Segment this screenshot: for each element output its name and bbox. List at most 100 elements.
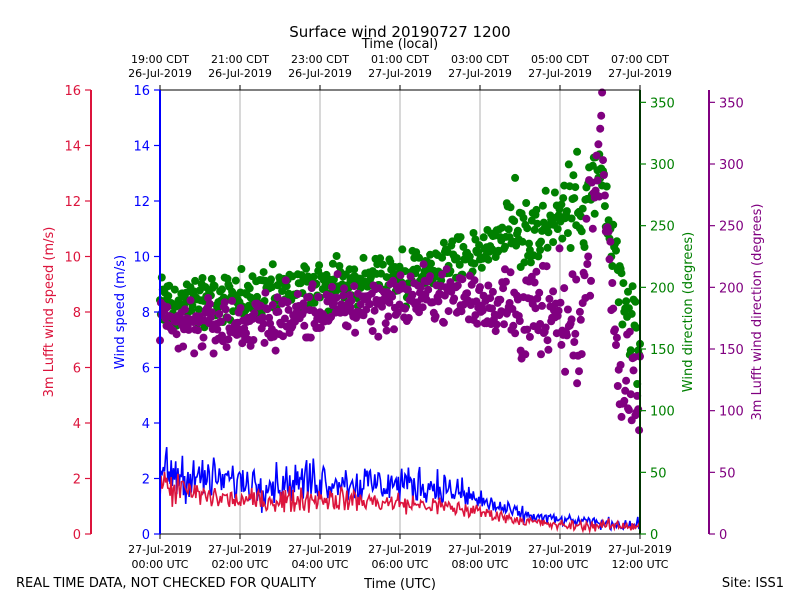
lufft-dir-point: [587, 276, 595, 285]
wind-dir-point: [544, 228, 553, 237]
lufft-dir-point: [365, 300, 374, 309]
lufft-dir-point: [258, 313, 267, 322]
lufft-dir-point: [332, 293, 341, 302]
lufft-dir-point: [381, 319, 390, 328]
lufft-dir-point: [223, 313, 232, 322]
lufft-dir-point: [408, 290, 417, 299]
wind-dir-point: [510, 217, 519, 225]
wind-dir-point: [557, 200, 566, 209]
site-label: Site: ISS1: [722, 576, 784, 591]
lufft-dir-point: [486, 294, 495, 303]
lufft-dir-point: [284, 305, 293, 314]
lufft-dir-tick-label: 350: [719, 96, 744, 111]
bottom-axis-label: Time (UTC): [363, 577, 436, 592]
lufft-dir-point: [453, 281, 462, 290]
wind-dir-point: [465, 252, 474, 261]
lufft-dir-point: [608, 279, 617, 287]
lufft-dir-tick-label: 300: [719, 158, 744, 173]
lufft-dir-point: [401, 304, 410, 313]
wind-dir-point: [519, 214, 528, 222]
wind-speed-tick-label: 16: [133, 84, 150, 99]
wind-dir-point: [612, 246, 620, 255]
lufft-dir-tick-label: 200: [719, 281, 744, 296]
lufft-dir-point: [611, 325, 619, 334]
lufft-speed-tick-label: 8: [73, 306, 81, 321]
wind-dir-point: [484, 255, 493, 264]
lufft-dir-point: [280, 314, 289, 323]
lufft-dir-point: [314, 293, 323, 301]
wind-dir-point: [459, 242, 468, 251]
lufft-dir-point: [213, 325, 222, 334]
wind-dir-point: [315, 261, 324, 270]
lufft-dir-point: [542, 262, 551, 271]
lufft-dir-point: [424, 285, 433, 294]
x-tick-label-top-date: 26-Jul-2019: [288, 67, 352, 80]
lufft-dir-point: [582, 214, 591, 223]
wind-dir-point: [398, 245, 407, 254]
lufft-dir-point: [190, 349, 199, 358]
lufft-dir-point: [625, 327, 634, 336]
lufft-dir-point: [308, 280, 317, 289]
lufft-dir-point: [299, 299, 308, 308]
lufft-dir-point: [390, 325, 398, 334]
wind-dir-point: [518, 237, 527, 246]
wind-dir-point: [469, 229, 478, 237]
wind-dir-point: [520, 258, 529, 267]
wind-dir-tick-label: 200: [650, 281, 675, 296]
lufft-dir-point: [501, 277, 510, 286]
x-tick-label-bottom-time: 04:00 UTC: [291, 558, 348, 571]
wind-dir-tick-label: 150: [650, 343, 675, 358]
wind-dir-point: [600, 202, 609, 211]
lufft-dir-point: [478, 306, 487, 315]
lufft-dir-point: [629, 366, 638, 375]
lufft-dir-point: [488, 304, 496, 313]
lufft-dir-point: [273, 293, 282, 302]
lufft-dir-point: [541, 323, 550, 332]
lufft-dir-point: [304, 293, 313, 302]
wind-dir-point: [506, 203, 515, 212]
wind-dir-point: [577, 227, 586, 236]
lufft-dir-point: [597, 111, 606, 120]
lufft-dir-point: [300, 321, 309, 330]
lufft-speed-tick-label: 2: [73, 473, 81, 488]
x-tick-label-bottom-date: 27-Jul-2019: [368, 543, 432, 556]
lufft-speed-line: [159, 471, 641, 535]
x-tick-label-bottom-date: 27-Jul-2019: [448, 543, 512, 556]
wind-dir-point: [602, 182, 611, 191]
wind-dir-point: [532, 205, 541, 214]
lufft-dir-point: [511, 329, 520, 338]
wind-dir-point: [452, 254, 461, 263]
wind-dir-axis-title: Wind direction (degrees): [681, 232, 696, 392]
lufft-speed-tick-label: 4: [73, 417, 81, 432]
wind-dir-point: [573, 147, 582, 156]
wind-dir-point: [534, 252, 543, 261]
lufft-dir-tick-label: 50: [719, 466, 736, 481]
lufft-dir-point: [396, 271, 405, 280]
lufft-dir-point: [382, 326, 391, 335]
lufft-dir-point: [263, 305, 272, 314]
wind-dir-point: [553, 225, 562, 233]
lufft-dir-point: [271, 346, 280, 355]
lufft-dir-point: [366, 317, 375, 326]
lufft-dir-point: [388, 292, 397, 301]
lufft-dir-point: [385, 298, 394, 307]
wind-speed-axis-title: Wind speed (m/s): [113, 255, 128, 369]
wind-dir-point: [376, 254, 385, 263]
wind-dir-point: [536, 246, 545, 254]
lufft-speed-tick-label: 14: [64, 140, 81, 155]
lufft-dir-point: [549, 287, 558, 296]
lufft-dir-point: [543, 336, 552, 345]
lufft-speed-tick-label: 10: [64, 251, 81, 266]
lufft-dir-point: [491, 327, 500, 336]
lufft-dir-point: [347, 296, 356, 305]
lufft-dir-point: [532, 267, 541, 276]
wind-dir-point: [578, 204, 587, 213]
wind-dir-point: [479, 233, 488, 242]
lufft-dir-point: [544, 345, 553, 354]
wind-dir-point: [550, 188, 559, 197]
lufft-dir-point: [268, 300, 277, 309]
wind-dir-point: [580, 243, 589, 251]
lufft-dir-point: [293, 290, 302, 299]
lufft-dir-point: [572, 275, 581, 284]
wind-dir-point: [165, 281, 174, 290]
